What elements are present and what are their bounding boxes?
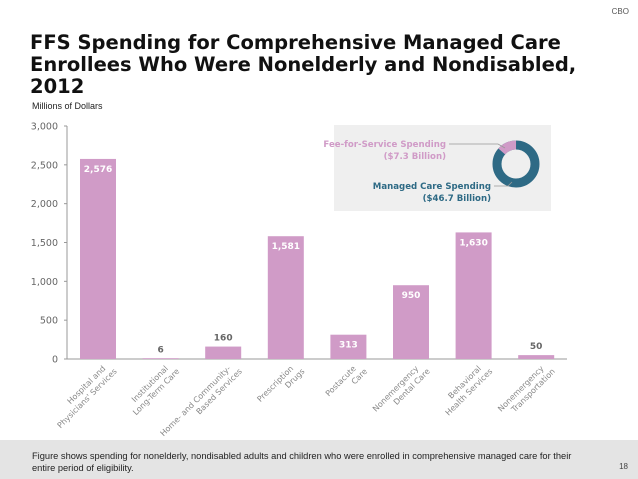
legend-managed-name: Managed Care Spending <box>373 182 491 192</box>
y-tick-label: 1,000 <box>31 277 58 288</box>
y-axis-unit-label: Millions of Dollars <box>32 101 103 111</box>
data-label: 313 <box>339 341 358 351</box>
bar <box>142 358 179 359</box>
legend-ffs-value: ($7.3 Billion) <box>384 152 446 162</box>
chart-title: FFS Spending for Comprehensive Managed C… <box>30 31 577 98</box>
page-number: 18 <box>619 462 628 471</box>
legend-ffs-name: Fee-for-Service Spending <box>323 140 446 150</box>
y-tick-label: 3,000 <box>31 122 58 133</box>
data-label: 1,630 <box>459 238 487 248</box>
bar <box>80 158 116 359</box>
donut-inset: Fee-for-Service Spending ($7.3 Billion) Ma… <box>323 125 551 211</box>
inset-background <box>334 125 551 211</box>
y-tick-label: 2,500 <box>31 160 58 171</box>
data-label: 950 <box>402 291 421 301</box>
y-tick-label: 0 <box>52 355 58 366</box>
bars: 2,576 6 160 1,581 313 950 1,630 50 <box>80 158 555 359</box>
brand-label: CBO <box>611 7 629 16</box>
bar <box>518 355 555 359</box>
y-tick-label: 1,500 <box>31 238 58 249</box>
y-axis: 0 500 1,000 1,500 2,000 2,500 3,000 <box>31 122 567 366</box>
donut-slice-fee-for-service <box>492 140 540 188</box>
data-label: 50 <box>530 342 543 352</box>
legend-ffs-leader <box>449 143 506 149</box>
footer-bar: Figure shows spending for nonelderly, no… <box>0 440 638 479</box>
bar <box>205 346 242 359</box>
bar-chart: 0 500 1,000 1,500 2,000 2,500 3,000 2,576 6 160 1… <box>31 122 567 438</box>
y-tick-label: 500 <box>40 316 58 327</box>
category-label-line: Physicians' Services <box>56 367 119 430</box>
y-tick-label: 2,000 <box>31 199 58 210</box>
bar <box>267 236 304 359</box>
data-label: 2,576 <box>84 165 112 175</box>
legend-managed-value: ($46.7 Billion) <box>423 194 491 204</box>
data-label: 1,581 <box>272 242 300 252</box>
data-label: 6 <box>157 346 163 356</box>
bar <box>330 334 367 359</box>
bar <box>455 232 492 359</box>
data-label: 160 <box>214 334 233 344</box>
legend-managed-leader <box>494 181 513 187</box>
figure-note: Figure shows spending for nonelderly, no… <box>32 451 572 473</box>
bar <box>393 285 429 359</box>
